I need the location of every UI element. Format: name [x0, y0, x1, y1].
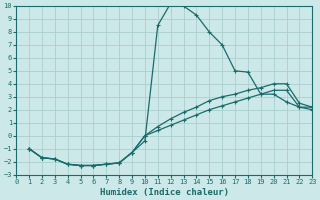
X-axis label: Humidex (Indice chaleur): Humidex (Indice chaleur): [100, 188, 229, 197]
